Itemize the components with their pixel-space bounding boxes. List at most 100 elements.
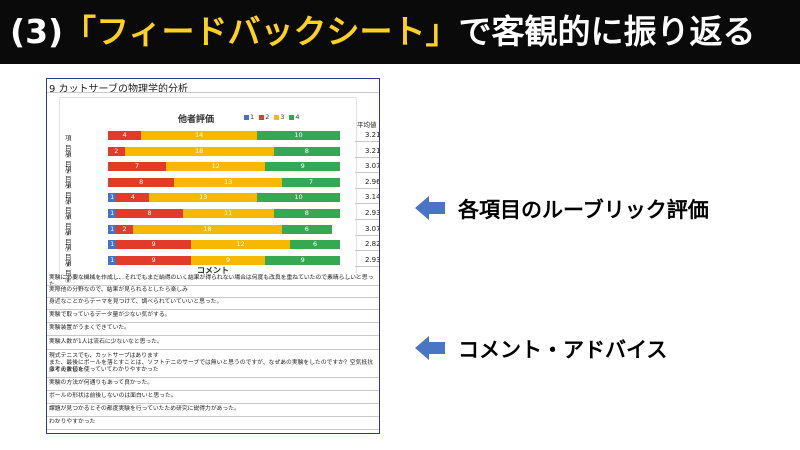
- divider: [355, 265, 379, 267]
- legend-swatch: [259, 114, 265, 120]
- average-value: 3.07: [365, 224, 380, 233]
- data-label: 10: [294, 131, 303, 139]
- bar-segment: 8: [273, 146, 340, 156]
- divider: [355, 141, 379, 142]
- comment-row: ボールの形状は前後しないのは面白いと思った。: [49, 393, 177, 399]
- divider: [47, 416, 379, 417]
- data-label: 7: [134, 162, 140, 171]
- comment-header: コメント: [197, 266, 229, 275]
- divider: [355, 187, 379, 189]
- arrow-left-icon: [415, 196, 445, 220]
- average-value: 3.14: [365, 193, 380, 202]
- stacked-bar: 1 4 13 10: [108, 193, 340, 203]
- bar-segment: 13: [149, 193, 258, 203]
- legend-item: 1: [244, 113, 254, 121]
- comment-row: 実験の方法が何通りもあって良かった。: [49, 380, 154, 386]
- bar-segment: 6: [290, 240, 340, 250]
- bar-segment: 14: [141, 131, 258, 140]
- divider: [355, 234, 379, 236]
- data-label: 13: [199, 193, 208, 202]
- average-value: 3.07: [365, 162, 380, 171]
- category-label: 項目②: [65, 149, 72, 176]
- bar-segment: 1: [108, 240, 117, 250]
- data-label: 8: [139, 177, 144, 186]
- bar-segment: 8: [108, 177, 175, 187]
- chart-legend: 1 2 3 4: [244, 113, 300, 121]
- arrow-left-icon: [415, 336, 445, 360]
- title-bar: (3)「フィードバックシート」で客観的に振り返る: [0, 0, 800, 64]
- stacked-bar: 7 12 9: [108, 162, 340, 172]
- bar-segment: 2: [108, 146, 125, 156]
- average-value: 3.21: [365, 131, 380, 139]
- bar-segment: 8: [273, 209, 340, 218]
- callout-comments: コメント・アドバイス: [458, 338, 668, 362]
- legend-label: 3: [280, 113, 285, 121]
- data-label: 8: [304, 209, 309, 217]
- legend-swatch: [289, 114, 295, 120]
- bar-segment: 1: [108, 255, 117, 265]
- divider: [47, 335, 379, 336]
- comment-row: 課題が見つかるとその都度実験を行っていたため研究に説得力があった。: [49, 406, 240, 412]
- stacked-bar: 4 14 10: [108, 131, 340, 140]
- data-label: 12: [236, 240, 245, 249]
- data-label: 12: [211, 162, 220, 171]
- divider: [47, 322, 379, 323]
- divider: [47, 403, 379, 404]
- legend-swatch: [274, 114, 280, 120]
- divider: [355, 203, 379, 205]
- legend-swatch: [244, 114, 249, 120]
- divider: [47, 285, 379, 286]
- data-label: 18: [203, 224, 212, 233]
- bar-segment: 11: [182, 209, 274, 218]
- slide-title: (3)「フィードバックシート」で客観的に振り返る: [10, 6, 755, 58]
- bar-segment: 9: [116, 255, 191, 265]
- bar-segment: 9: [116, 240, 191, 250]
- comment-row: 実験人数が1人は流石に少ないなと思った。: [49, 339, 163, 345]
- data-label: 1: [110, 209, 115, 217]
- bar-segment: 1: [108, 193, 117, 203]
- comment-row: 実験装置がうまくできていた。: [49, 325, 130, 331]
- divider: [47, 349, 379, 350]
- data-label: 8: [147, 209, 152, 217]
- bar-segment: 1: [108, 209, 117, 218]
- data-label: 14: [195, 131, 204, 139]
- data-label: 9: [151, 240, 156, 249]
- bar-segment: 10: [257, 131, 340, 140]
- comment-row: 現式テニスでも、カットサーブはあります: [49, 353, 159, 359]
- data-label: 9: [151, 255, 156, 264]
- average-value: 2.93: [365, 209, 380, 217]
- data-label: 1: [110, 224, 115, 233]
- stacked-bar: 2 18 8: [108, 146, 340, 156]
- data-label: 6: [313, 240, 318, 249]
- data-label: 4: [130, 193, 135, 202]
- category-label: 項目⑧: [65, 243, 72, 270]
- data-label: 7: [308, 177, 314, 186]
- divider: [355, 219, 379, 220]
- data-label: 8: [304, 146, 309, 155]
- stacked-bar: 1 2 18 6: [108, 224, 340, 234]
- divider: [47, 429, 379, 430]
- divider: [355, 250, 379, 252]
- legend-label: 2: [265, 113, 270, 121]
- divider: [47, 297, 379, 298]
- bar-segment: 1: [108, 224, 117, 234]
- bar-segment: 2: [116, 224, 133, 234]
- category-label: 項目④: [65, 180, 72, 207]
- legend-label: 1: [250, 113, 255, 121]
- data-label: 2: [122, 224, 127, 233]
- average-value: 2.96: [365, 177, 380, 186]
- data-label: 1: [110, 240, 115, 249]
- bar-segment: 9: [265, 255, 340, 265]
- average-header: 平均値: [357, 121, 377, 129]
- legend-item: 4: [289, 113, 300, 121]
- legend-item: 2: [259, 113, 269, 121]
- divider: [47, 309, 379, 310]
- average-value: 3.21: [365, 146, 380, 155]
- callout-rubric: 各項目のルーブリック評価: [458, 198, 709, 222]
- data-label: 10: [294, 193, 303, 202]
- bar-segment: 7: [282, 177, 340, 187]
- title-prefix: (3): [10, 12, 64, 51]
